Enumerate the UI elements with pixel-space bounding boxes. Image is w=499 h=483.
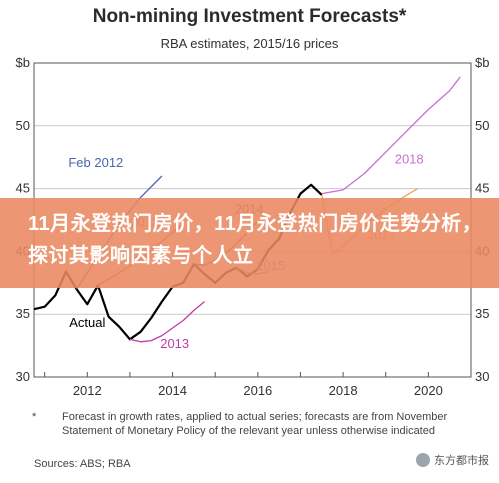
wechat-icon xyxy=(416,453,430,467)
y-tick-label-right: 30 xyxy=(475,369,489,384)
watermark-text: 东方都市报 xyxy=(434,455,489,467)
article-title: 11月永登热门房价，11月永登热门房价走势分析，探讨其影响因素与个人立 xyxy=(28,213,483,267)
footnote: * Forecast in growth rates, applied to a… xyxy=(32,410,474,438)
x-tick-label: 2016 xyxy=(243,383,272,398)
y-tick-label-right: 50 xyxy=(475,118,489,133)
y-tick-label-left: 30 xyxy=(16,369,30,384)
x-tick-label: 2018 xyxy=(329,383,358,398)
x-tick-label: 2012 xyxy=(73,383,102,398)
x-tick-label: 2020 xyxy=(414,383,443,398)
series-label: Feb 2012 xyxy=(68,155,123,170)
footnote-star: * xyxy=(32,411,37,423)
chart-title: Non-mining Investment Forecasts* xyxy=(92,6,407,27)
y-tick-label-left: 50 xyxy=(16,118,30,133)
y-tick-label-right: 45 xyxy=(475,181,489,196)
series-label: 2013 xyxy=(160,336,189,351)
series-label: Actual xyxy=(69,315,105,330)
y-tick-label-left: $b xyxy=(16,55,30,70)
sources-note: Sources: ABS; RBA xyxy=(34,458,131,470)
y-tick-label-right: $b xyxy=(475,55,489,70)
x-tick-label: 2014 xyxy=(158,383,187,398)
y-tick-label-left: 45 xyxy=(16,181,30,196)
y-tick-label-right: 35 xyxy=(475,306,489,321)
series-line-2013 xyxy=(129,301,205,343)
series-label: 2018 xyxy=(395,151,424,166)
series-line-2018 xyxy=(321,76,461,195)
footnote-text: Forecast in growth rates, applied to act… xyxy=(62,411,448,437)
y-tick-label-left: 35 xyxy=(16,306,30,321)
source-watermark: 东方都市报 xyxy=(416,452,489,468)
chart-subtitle: RBA estimates, 2015/16 prices xyxy=(160,36,339,51)
article-title-banner[interactable]: 11月永登热门房价，11月永登热门房价走势分析，探讨其影响因素与个人立 xyxy=(0,198,499,288)
